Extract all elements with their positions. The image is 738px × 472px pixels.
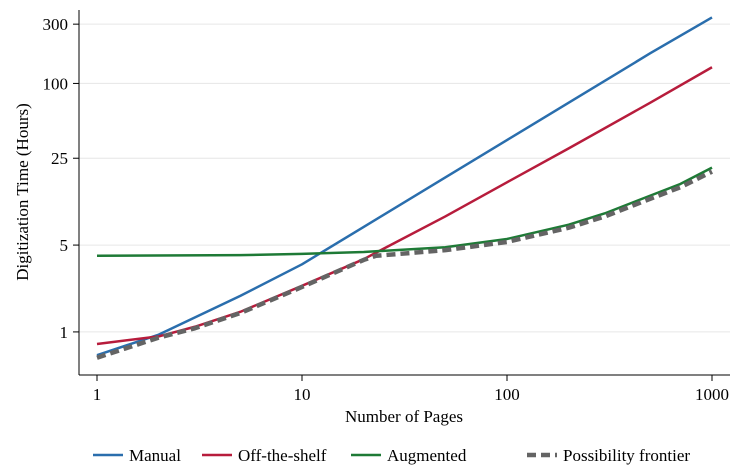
y-tick-label: 1 (60, 323, 69, 342)
axes (78, 10, 730, 376)
legend-label-possibility-frontier: Possibility frontier (563, 446, 690, 465)
y-axis-label: Digitization Time (Hours) (13, 103, 32, 281)
grid-lines (79, 23, 730, 333)
legend-label-manual: Manual (129, 446, 181, 465)
y-tick-label: 300 (43, 15, 69, 34)
legend-label-off-the-shelf: Off-the-shelf (238, 446, 327, 465)
legend: Manual Off-the-shelf Augmented Possibility … (93, 446, 690, 465)
legend-label-augmented: Augmented (387, 446, 467, 465)
y-tick-label: 25 (51, 149, 68, 168)
series-line-possibility-frontier (96, 169, 713, 360)
x-axis-label: Number of Pages (345, 407, 463, 426)
series-line-manual (96, 16, 713, 357)
x-tick-label: 100 (494, 385, 520, 404)
x-axis-ticks: 1 10 100 1000 (93, 375, 729, 404)
x-tick-label: 1 (93, 385, 102, 404)
x-tick-label: 1000 (695, 385, 729, 404)
series-line-augmented (96, 166, 713, 258)
series-lines (96, 16, 713, 360)
x-tick-label: 10 (294, 385, 311, 404)
series-line-off-the-shelf (96, 66, 713, 346)
y-tick-label: 5 (60, 236, 69, 255)
y-axis-ticks: 1 5 25 100 300 (43, 15, 79, 342)
y-tick-label: 100 (43, 74, 69, 93)
